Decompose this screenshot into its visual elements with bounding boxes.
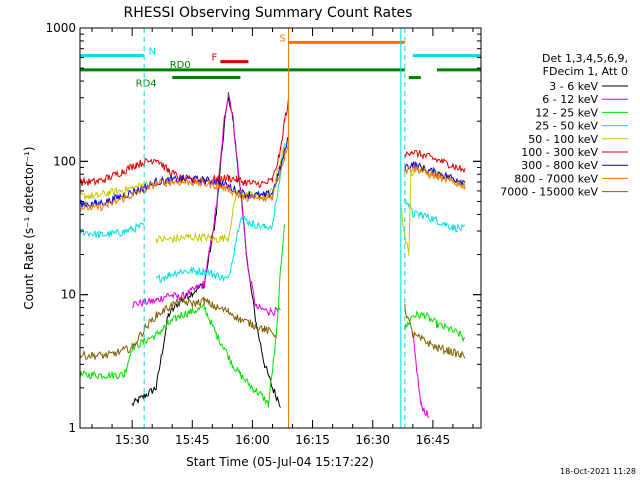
legend-entry-2: 6 - 12 keV bbox=[542, 93, 598, 106]
y-tick-label: 100 bbox=[53, 154, 76, 168]
series-line-8 bbox=[79, 144, 466, 212]
x-tick-label: 16:00 bbox=[235, 433, 270, 447]
series-line-3 bbox=[79, 224, 466, 408]
x-tick-label: 16:15 bbox=[295, 433, 330, 447]
flag-label-rd4: RD4 bbox=[136, 79, 157, 90]
x-axis-ticks: 15:30 15:45 16:00 16:15 16:30 16:45 bbox=[91, 28, 474, 447]
legend-entry-5: 50 - 100 keV bbox=[528, 133, 598, 146]
legend-entry-4: 25 - 50 keV bbox=[535, 120, 598, 133]
timestamp-label: 18-Oct-2021 11:28 bbox=[560, 467, 636, 476]
x-tick-label: 15:30 bbox=[115, 433, 150, 447]
plot-frame bbox=[79, 27, 482, 429]
legend-entry-3: 12 - 25 keV bbox=[535, 106, 598, 119]
flag-label-s: S bbox=[279, 33, 285, 44]
y-tick-label: 1000 bbox=[45, 21, 76, 35]
legend-entry-6: 100 - 300 keV bbox=[521, 146, 598, 159]
series-line-6 bbox=[79, 98, 466, 189]
x-tick-label: 16:30 bbox=[355, 433, 390, 447]
legend-entry-1: 3 - 6 keV bbox=[549, 80, 598, 93]
chart-title: RHESSI Observing Summary Count Rates bbox=[124, 5, 413, 21]
legend: Det 1,3,4,5,6,9,FDecim 1, Att 0 3 - 6 keV… bbox=[500, 52, 628, 199]
flag-layer: N F S RD0 RD4 bbox=[80, 33, 481, 90]
series-line-4 bbox=[79, 143, 466, 283]
legend-entry-7: 300 - 800 keV bbox=[521, 159, 598, 172]
legend-entry-8: 800 - 7000 keV bbox=[514, 172, 598, 185]
y-axis-ticks: 1 10 100 1000 bbox=[45, 21, 481, 435]
x-axis-label: Start Time (05-Jul-04 15:17:22) bbox=[186, 455, 374, 469]
x-tick-label: 16:45 bbox=[416, 433, 451, 447]
legend-entry-9: 7000 - 15000 keV bbox=[500, 186, 598, 199]
y-axis-label: Count Rate (s⁻¹ detector⁻¹) bbox=[22, 146, 36, 309]
y-tick-label: 1 bbox=[68, 421, 76, 435]
flag-label-f: F bbox=[211, 53, 217, 64]
legend-header-1: Det 1,3,4,5,6,9, bbox=[542, 52, 628, 65]
series-line-9 bbox=[79, 296, 466, 360]
x-tick-label: 15:45 bbox=[175, 433, 210, 447]
y-tick-label: 10 bbox=[61, 288, 76, 302]
series-line-2 bbox=[132, 93, 430, 419]
series-layer bbox=[79, 92, 466, 419]
flag-label-n: N bbox=[148, 47, 155, 58]
flag-label-rd0: RD0 bbox=[170, 60, 191, 71]
legend-header-2: FDecim 1, Att 0 bbox=[543, 65, 628, 78]
series-line-1 bbox=[131, 92, 281, 408]
